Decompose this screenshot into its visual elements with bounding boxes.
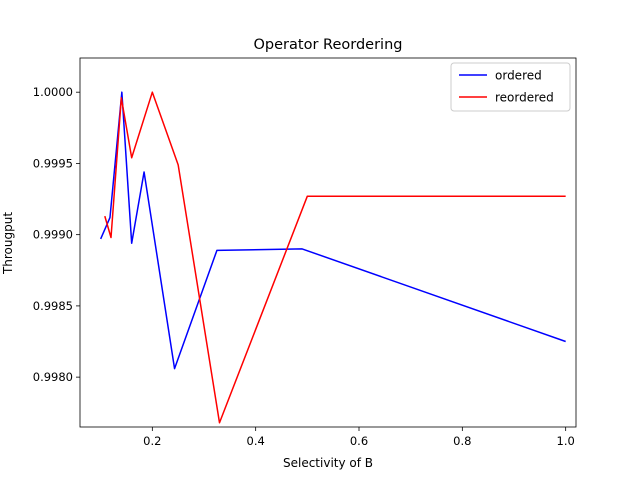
legend-label-reordered: reordered [495, 91, 554, 105]
legend: ordered reordered [450, 62, 571, 112]
x-tick-label: 0.6 [350, 434, 368, 448]
x-tick-label: 0.2 [143, 434, 161, 448]
y-tick-label: 1.0000 [33, 85, 73, 99]
x-tick-label: 1.0 [557, 434, 575, 448]
series-line-ordered [99, 91, 566, 370]
legend-label-ordered: ordered [495, 69, 542, 83]
y-tick-label: 0.9995 [33, 156, 73, 170]
y-tick-label: 0.9980 [33, 370, 73, 384]
x-tick-label: 0.4 [247, 434, 265, 448]
axes: 0.2 0.4 0.6 0.8 1.0 0.9980 0.9985 0.9990 0.9995 1… [33, 57, 577, 448]
x-tick-label: 0.8 [453, 434, 471, 448]
axes-frame [79, 57, 577, 428]
x-axis-label: Selectivity of B [283, 456, 373, 470]
y-tick-label: 0.9990 [33, 228, 73, 242]
series-line-reordered [104, 91, 566, 424]
y-axis-label: Througput [1, 212, 15, 275]
y-tick-label: 0.9985 [33, 299, 73, 313]
plot-area [99, 91, 566, 424]
chart-title: Operator Reordering [254, 37, 403, 53]
